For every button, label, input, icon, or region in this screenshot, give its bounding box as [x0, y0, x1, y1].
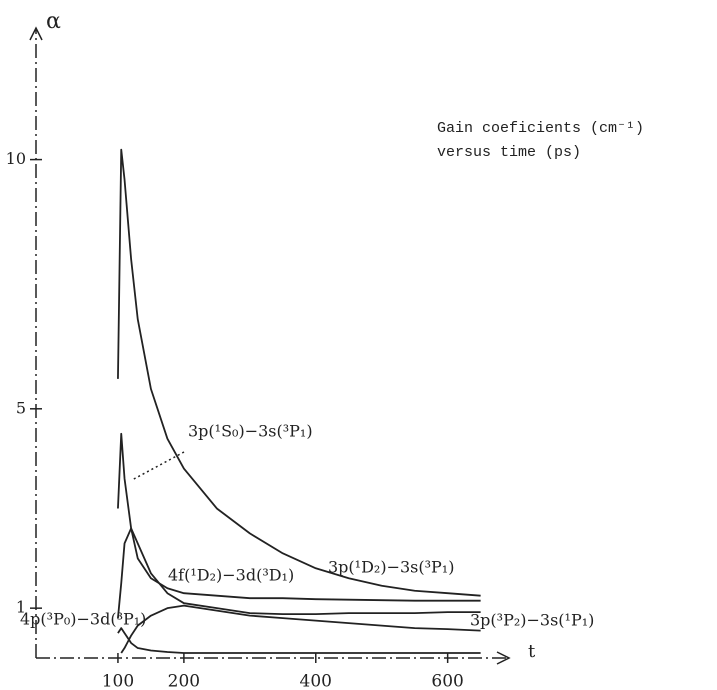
- series-line: [120, 604, 481, 654]
- series-line: [117, 527, 481, 619]
- series-line: [117, 148, 481, 597]
- series-label: 3p(³P₂)−3s(¹P₁): [470, 611, 594, 630]
- y-tick-label: 1: [16, 598, 26, 617]
- x-axis-label: t: [528, 641, 536, 662]
- y-tick-label: 5: [16, 398, 26, 417]
- series-label: 4f(¹D₂)−3d(³D₁): [168, 566, 294, 585]
- series-label: 4p(³P₀)−3d(³P₁): [20, 610, 146, 629]
- series-line: [117, 627, 481, 654]
- chart-title: Gain coeficients (cm⁻¹): [437, 120, 644, 137]
- x-tick-label: 200: [168, 672, 200, 690]
- x-tick-label: 600: [431, 672, 463, 690]
- y-tick-label: 10: [6, 149, 26, 168]
- series-line: [117, 432, 481, 602]
- x-axis-arrow: [496, 651, 511, 665]
- x-tick-label: 400: [300, 672, 332, 690]
- y-axis-arrow: [29, 26, 43, 41]
- x-tick-label: 100: [102, 672, 134, 690]
- series-label: 3p(¹D₂)−3s(³P₁): [328, 558, 454, 577]
- y-axis-label: α: [46, 9, 61, 34]
- series-label: 3p(¹S₀)−3s(³P₁): [188, 422, 313, 441]
- chart-title: versus time (ps): [437, 144, 581, 161]
